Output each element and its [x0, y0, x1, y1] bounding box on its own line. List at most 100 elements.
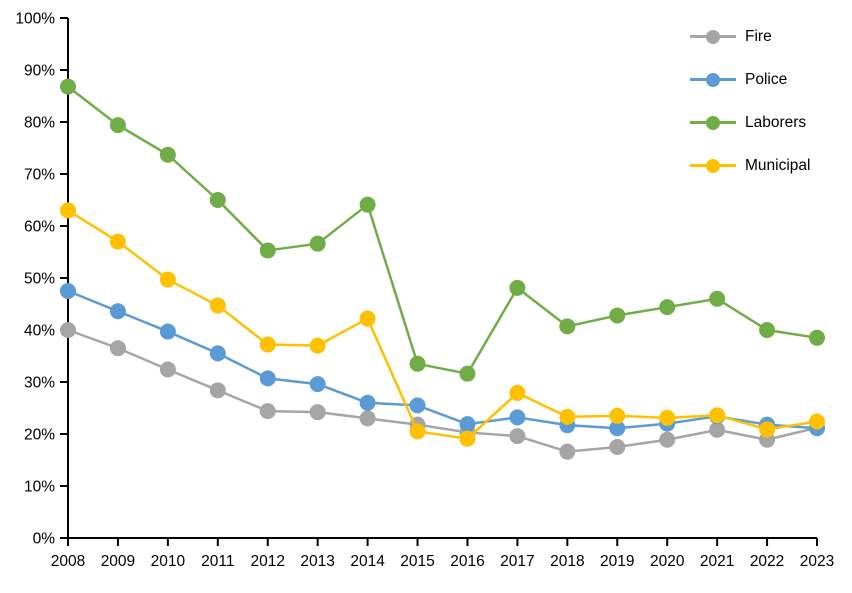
series-line-fire — [66, 328, 819, 453]
marker-laborers-2023 — [809, 329, 825, 346]
legend-item-police: Police — [690, 58, 810, 101]
marker-municipal-2009 — [109, 233, 126, 250]
marker-laborers-2013 — [309, 235, 326, 252]
marker-laborers-2017 — [509, 279, 526, 296]
x-axis-tick-label: 2020 — [650, 553, 685, 570]
marker-fire-2021 — [709, 421, 726, 438]
y-axis-tick-label: 30% — [24, 375, 55, 392]
legend-marker-laborers — [690, 115, 736, 130]
marker-municipal-2017 — [509, 384, 526, 401]
marker-fire-2019 — [609, 439, 626, 455]
marker-municipal-2010 — [159, 271, 176, 288]
marker-police-2008 — [60, 283, 76, 299]
marker-municipal-2023 — [809, 413, 825, 430]
x-axis-tick-label: 2009 — [101, 553, 135, 570]
marker-police-2016 — [459, 416, 476, 433]
y-axis-tick-label: 100% — [15, 11, 55, 28]
marker-municipal-2015 — [409, 423, 426, 440]
x-axis-tick-label: 2012 — [250, 553, 284, 570]
marker-laborers-2009 — [109, 117, 126, 134]
legend-item-laborers: Laborers — [690, 101, 810, 144]
marker-police-2013 — [309, 376, 326, 393]
y-axis-tick-label: 60% — [24, 219, 55, 236]
series-line-municipal — [66, 209, 819, 440]
x-axis-tick-label: 2019 — [600, 553, 634, 570]
marker-municipal-2008 — [60, 202, 76, 219]
y-axis-tick-label: 40% — [24, 323, 55, 340]
y-axis-tick-label: 90% — [24, 63, 55, 80]
marker-police-2012 — [259, 370, 276, 387]
legend-label-fire: Fire — [745, 27, 772, 45]
y-axis-tick-label: 70% — [24, 167, 55, 184]
legend-item-municipal: Municipal — [690, 144, 810, 187]
marker-laborers-2019 — [609, 307, 626, 324]
marker-police-2019 — [609, 420, 626, 437]
y-axis-tick-label: 0% — [33, 531, 56, 548]
legend-marker-municipal — [690, 158, 736, 173]
marker-laborers-2021 — [709, 290, 726, 307]
marker-laborers-2010 — [159, 146, 176, 163]
legend-label-laborers: Laborers — [745, 113, 807, 131]
marker-police-2014 — [359, 394, 376, 411]
marker-fire-2018 — [559, 443, 576, 460]
x-axis-tick-label: 2014 — [350, 553, 385, 570]
x-axis-tick-label: 2023 — [800, 553, 834, 570]
marker-police-2010 — [159, 323, 176, 340]
marker-municipal-2011 — [209, 297, 226, 314]
marker-fire-2011 — [209, 382, 226, 399]
x-axis-tick-label: 2017 — [500, 553, 534, 570]
x-axis-tick-label: 2010 — [151, 553, 186, 570]
y-axis-tick-label: 20% — [24, 427, 55, 444]
marker-laborers-2014 — [359, 196, 376, 213]
marker-municipal-2022 — [759, 421, 776, 438]
marker-police-2017 — [509, 409, 526, 426]
marker-fire-2010 — [159, 361, 176, 378]
y-axis-tick-label: 10% — [24, 479, 55, 496]
marker-municipal-2013 — [309, 337, 326, 354]
marker-municipal-2020 — [659, 409, 676, 426]
marker-fire-2012 — [259, 403, 276, 420]
marker-fire-2017 — [509, 428, 526, 445]
marker-laborers-2016 — [459, 365, 476, 382]
marker-fire-2014 — [359, 410, 376, 427]
marker-municipal-2014 — [359, 310, 376, 327]
x-axis-tick-label: 2011 — [201, 553, 234, 570]
x-axis-tick-label: 2013 — [300, 553, 334, 570]
chart-legend: Fire Police Laborers Municipal — [690, 15, 810, 187]
x-axis-tick-label: 2021 — [700, 553, 734, 570]
marker-police-2009 — [109, 303, 126, 320]
legend-label-police: Police — [745, 70, 788, 88]
marker-laborers-2008 — [60, 78, 76, 95]
marker-fire-2009 — [109, 340, 126, 357]
marker-laborers-2015 — [409, 355, 426, 372]
x-axis-tick-label: 2018 — [550, 553, 584, 570]
legend-item-fire: Fire — [690, 15, 810, 58]
y-axis-tick-label: 50% — [24, 271, 55, 288]
marker-municipal-2021 — [709, 407, 726, 424]
marker-laborers-2018 — [559, 318, 576, 335]
legend-label-municipal: Municipal — [745, 156, 811, 174]
marker-municipal-2018 — [559, 408, 576, 425]
marker-police-2015 — [409, 397, 426, 414]
marker-laborers-2022 — [759, 322, 776, 338]
y-axis-tick-label: 80% — [24, 115, 55, 132]
marker-laborers-2011 — [209, 192, 226, 208]
x-axis-tick-label: 2008 — [51, 553, 85, 570]
marker-laborers-2012 — [259, 242, 276, 259]
series-line-laborers — [66, 85, 819, 375]
marker-municipal-2019 — [609, 407, 626, 424]
marker-police-2011 — [209, 345, 226, 362]
marker-municipal-2016 — [459, 430, 476, 447]
marker-fire-2013 — [309, 404, 326, 421]
marker-laborers-2020 — [659, 299, 676, 316]
legend-marker-police — [690, 72, 736, 87]
marker-fire-2008 — [60, 322, 76, 338]
series-line-police — [66, 289, 819, 430]
legend-marker-fire — [690, 29, 736, 44]
marker-fire-2020 — [659, 431, 676, 448]
x-axis-tick-label: 2015 — [400, 553, 434, 570]
x-axis-tick-label: 2016 — [450, 553, 484, 570]
x-axis-tick-label: 2022 — [750, 553, 784, 570]
